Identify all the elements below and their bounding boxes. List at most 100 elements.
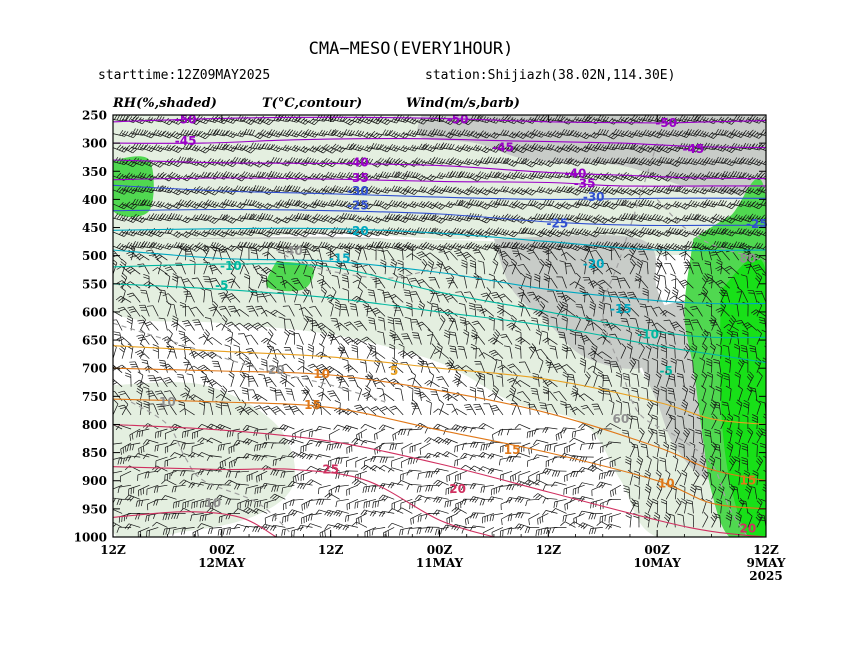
wind-barb (125, 266, 141, 275)
temperature-contour-label: -5 (660, 364, 673, 378)
wind-barb (191, 470, 204, 481)
x-tick-label: 10MAY (634, 556, 682, 570)
wind-barb (194, 213, 210, 221)
wind-barb (113, 301, 114, 303)
wind-barb (141, 359, 150, 373)
wind-barb (127, 306, 141, 317)
wind-barb (199, 498, 213, 508)
temperature-contour-label: 20 (449, 482, 466, 496)
wind-barb (243, 245, 250, 261)
wind-barb (194, 171, 210, 179)
wind-barb (134, 379, 150, 388)
x-tick-label: 00Z (644, 543, 670, 557)
temperature-contour-label: 10 (313, 367, 330, 381)
wind-barb (182, 498, 195, 509)
wind-barb (220, 385, 228, 401)
wind-barb (219, 456, 232, 469)
wind-barb (184, 385, 191, 401)
temperature-contour-label: -25 (347, 199, 369, 213)
wind-barb (168, 303, 177, 317)
wind-barb (129, 361, 141, 373)
wind-barb (113, 378, 123, 388)
temperature-contour-label: 15 (740, 474, 757, 488)
wind-barb (186, 373, 195, 387)
wind-barb (194, 130, 211, 140)
wind-barb (194, 230, 211, 238)
wind-field-label: Wind(m/s,barb) (406, 96, 520, 111)
wind-barb (201, 371, 207, 387)
rh-contour-label: 60 (613, 412, 630, 426)
wind-barb (167, 171, 183, 181)
wind-barb (228, 456, 241, 469)
wind-barb (140, 130, 156, 139)
wind-barb (765, 232, 766, 233)
wind-barb (131, 142, 147, 151)
wind-barb (238, 333, 250, 345)
wind-barb (144, 321, 159, 331)
wind-barb (179, 470, 195, 477)
wind-barb (115, 424, 132, 431)
wind-barb (248, 200, 265, 209)
wind-barb (120, 286, 126, 303)
wind-barb (121, 185, 138, 194)
wind-barb (176, 373, 186, 387)
y-tick-label: 350 (82, 165, 107, 179)
temperature-contour-label: -25 (547, 217, 569, 231)
wind-barb (142, 386, 150, 401)
wind-barb (113, 470, 123, 474)
wind-barb (154, 390, 168, 401)
wind-barb (190, 513, 204, 521)
wind-barb (233, 523, 250, 530)
wind-barb (191, 277, 205, 289)
wind-barb (218, 292, 232, 303)
wind-barb (209, 498, 222, 510)
wind-barb (248, 185, 265, 193)
wind-barb (113, 331, 123, 345)
wind-barb (164, 470, 177, 481)
temperature-contour-label: -45 (492, 141, 514, 155)
y-tick-label: 750 (82, 390, 107, 404)
wind-barb (234, 483, 250, 490)
wind-barb (181, 278, 195, 289)
temperature-contour-label: -30 (347, 184, 369, 198)
wind-barb (180, 335, 195, 345)
y-tick-label: 400 (82, 193, 107, 207)
wind-barb (226, 293, 241, 303)
wind-barb (182, 305, 195, 317)
wind-barb (765, 119, 766, 120)
wind-barb (207, 527, 222, 535)
temperature-contour-label: -30 (583, 190, 605, 204)
wind-barb (215, 394, 232, 402)
x-tick-label: 12Z (100, 543, 126, 557)
x-tick-label: 12MAY (198, 556, 246, 570)
wind-barb (228, 371, 235, 387)
wind-barb (147, 403, 159, 416)
x-tick-label: 00Z (209, 543, 235, 557)
wind-barb (149, 129, 165, 137)
temperature-contour-label: -20 (583, 257, 605, 271)
wind-barb (152, 521, 168, 528)
wind-barb (155, 456, 168, 467)
wind-barb (171, 512, 186, 520)
wind-barb (185, 228, 202, 237)
wind-barb (121, 131, 138, 139)
wind-barb (765, 246, 766, 247)
wind-barb (185, 143, 201, 152)
wind-barb (191, 442, 204, 453)
wind-barb (224, 344, 232, 359)
y-tick-label: 250 (82, 109, 107, 123)
rh-contour-label: 40 (286, 244, 303, 258)
wind-barb (136, 334, 150, 345)
wind-barb (209, 277, 223, 289)
wind-barb (140, 289, 150, 303)
wind-barb (765, 218, 766, 219)
temp-field-label: T(°C,contour) (262, 96, 362, 111)
wind-barb (152, 267, 168, 275)
wind-barb (765, 161, 766, 163)
wind-barb (170, 439, 186, 446)
wind-barb (170, 470, 186, 476)
wind-barb (113, 202, 129, 210)
wind-barb (139, 315, 146, 331)
wind-barb (215, 323, 232, 331)
wind-barb (221, 199, 238, 207)
